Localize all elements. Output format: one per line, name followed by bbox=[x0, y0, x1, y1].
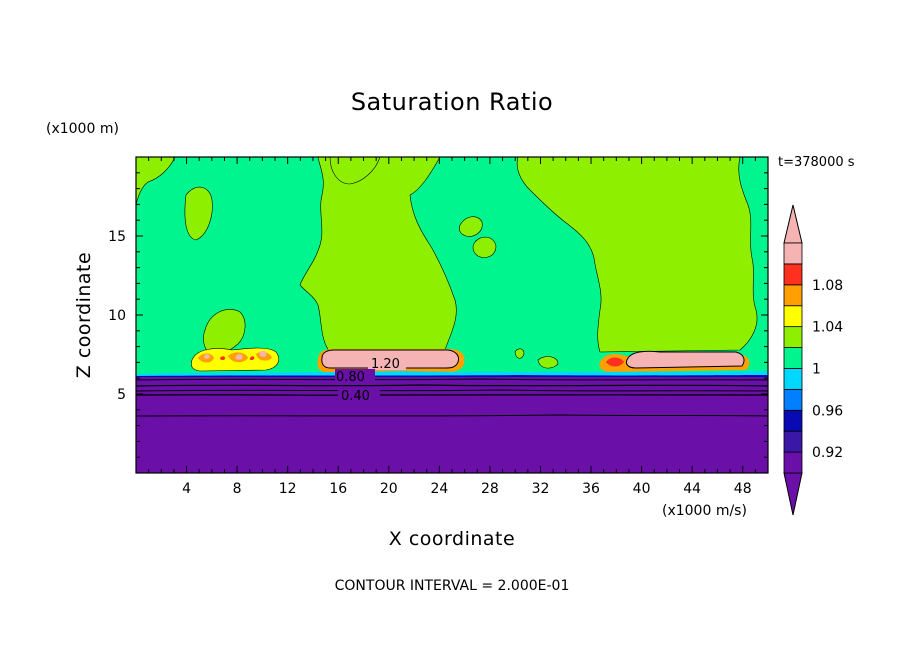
contour-line-080 bbox=[136, 384, 768, 387]
x-tick-label: 32 bbox=[532, 481, 550, 497]
colorbar-box bbox=[783, 305, 803, 328]
contour-label-bg-040 bbox=[338, 388, 380, 402]
contour-label-080: 0.80 bbox=[336, 370, 365, 385]
y-tick-label: 5 bbox=[117, 387, 126, 403]
colorbar-box bbox=[783, 368, 803, 390]
chart-title: Saturation Ratio bbox=[350, 88, 554, 116]
colorbar-label: 1 bbox=[812, 361, 821, 377]
region-lime-blob-1 bbox=[458, 216, 483, 237]
contour-label-120: 1.20 bbox=[371, 357, 400, 372]
colorbar-label: 1.08 bbox=[812, 278, 843, 294]
contour-label-bg-080 bbox=[335, 369, 375, 383]
region-orange-left bbox=[198, 351, 272, 363]
colorbar-box bbox=[783, 263, 803, 286]
colorbar-box bbox=[783, 430, 803, 453]
x-tick-label: 20 bbox=[380, 481, 398, 497]
x-tick-label: 40 bbox=[633, 481, 651, 497]
y-axis-unit: (x1000 m) bbox=[46, 121, 119, 137]
time-label: t=378000 s bbox=[778, 155, 855, 170]
region-lime-center bbox=[299, 157, 457, 353]
colorbar-box bbox=[783, 451, 803, 474]
x-tick-label: 36 bbox=[582, 481, 600, 497]
region-dry-layer bbox=[136, 377, 768, 473]
x-tick-label: 16 bbox=[329, 481, 347, 497]
x-axis-ticks: 4 8 12 16 20 24 28 32 36 40 44 48 bbox=[148, 157, 756, 497]
contour-line-1 bbox=[136, 378, 768, 381]
contour-label-bg-120 bbox=[368, 356, 406, 370]
colorbar-box bbox=[783, 326, 803, 348]
region-lime-right bbox=[516, 157, 758, 353]
region-lime-center-top bbox=[329, 157, 381, 185]
x-tick-label: 28 bbox=[481, 481, 499, 497]
colorbar-extend-high bbox=[783, 204, 803, 244]
y-tick-label: 10 bbox=[108, 308, 126, 324]
region-red-right bbox=[606, 357, 624, 367]
x-tick-label: 48 bbox=[734, 481, 752, 497]
region-lime-left-low bbox=[203, 309, 246, 356]
contour-line-040 bbox=[136, 394, 768, 396]
colorbar-label: 0.96 bbox=[812, 403, 843, 419]
colorbar-box bbox=[783, 284, 803, 307]
x-tick-label: 4 bbox=[182, 481, 191, 497]
contour-line-060 bbox=[136, 389, 768, 392]
x-axis-label: X coordinate bbox=[388, 528, 516, 550]
region-red-left bbox=[220, 356, 255, 361]
colorbar-box bbox=[783, 388, 803, 411]
y-axis-ticks: 5 10 15 bbox=[108, 172, 768, 458]
x-tick-label: 44 bbox=[683, 481, 701, 497]
x-tick-label: 8 bbox=[233, 481, 242, 497]
colorbar-box bbox=[783, 409, 803, 432]
contour-interval-label: CONTOUR INTERVAL = 2.000E-01 bbox=[334, 578, 570, 594]
contour-label-040: 0.40 bbox=[341, 389, 370, 404]
region-pink-right bbox=[625, 350, 745, 369]
region-lime-blob-2 bbox=[472, 236, 497, 258]
colorbar-box bbox=[783, 242, 803, 265]
contour-field bbox=[136, 157, 768, 473]
colorbar: 0.92 0.96 1 1.04 1.08 bbox=[783, 204, 843, 516]
region-lime-top-left bbox=[136, 157, 176, 206]
x-axis-unit: (x1000 m/s) bbox=[662, 503, 747, 519]
region-lime-left bbox=[184, 186, 213, 241]
x-tick-label: 12 bbox=[279, 481, 297, 497]
x-tick-label: 24 bbox=[430, 481, 448, 497]
region-lime-blob-3 bbox=[514, 348, 525, 359]
contour-line-020 bbox=[136, 414, 768, 417]
y-tick-label: 15 bbox=[108, 229, 126, 245]
region-lime-blob-4 bbox=[537, 356, 559, 369]
colorbar-extend-low bbox=[783, 472, 803, 516]
colorbar-label: 0.92 bbox=[812, 445, 843, 461]
colorbar-label: 1.04 bbox=[812, 320, 843, 336]
colorbar-box bbox=[783, 347, 803, 369]
